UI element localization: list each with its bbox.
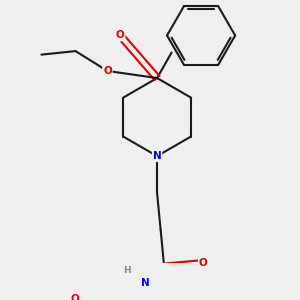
Text: O: O (199, 258, 208, 268)
Text: N: N (153, 151, 161, 161)
Text: O: O (70, 294, 79, 300)
Text: N: N (141, 278, 149, 288)
Text: O: O (103, 66, 112, 76)
Text: O: O (116, 31, 124, 40)
Text: H: H (124, 266, 131, 275)
